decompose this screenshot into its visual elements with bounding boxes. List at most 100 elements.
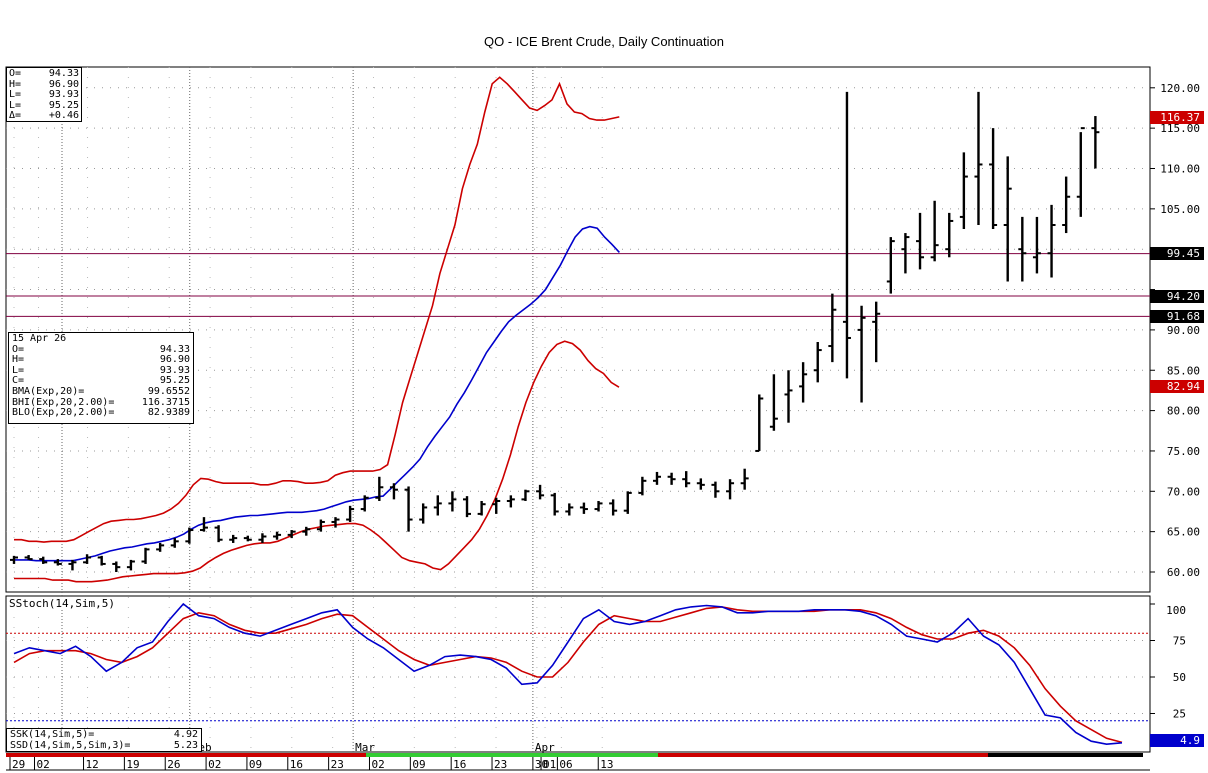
stoch-tag: 4.9	[1150, 734, 1204, 747]
ohlc-bar	[609, 499, 618, 516]
ohlc-bar	[506, 495, 515, 508]
ohlc-bar	[1032, 216, 1041, 274]
value-number: 5.23	[173, 739, 198, 751]
ohlc-bar	[974, 91, 983, 225]
middle-band-line	[14, 225, 620, 562]
price-tick-label: 75.00	[1167, 445, 1200, 458]
price-tick-label: 90.00	[1167, 324, 1200, 337]
ohlc-bar	[389, 483, 398, 500]
value-row: L= 95.25	[9, 99, 79, 112]
value-key: BHI(Exp,20,2.00)=	[12, 396, 115, 408]
ohlc-bar	[185, 527, 194, 544]
value-row: BHI(Exp,20,2.00)= 116.3715	[12, 396, 190, 409]
value-key: SSK(14,Sim,5)=	[10, 729, 95, 740]
price-tick-label: 110.00	[1160, 163, 1200, 176]
ohlc-bar	[83, 554, 92, 564]
value-key: O=	[9, 68, 22, 79]
ohlc-bar	[10, 555, 18, 564]
value-row: H= 96.90	[12, 355, 190, 366]
chart-title: QO - ICE Brent Crude, Daily Continuation	[484, 34, 724, 49]
axes: 60.00 65.00 70.00 75.00 80.00 85.00 90.00 105.0…	[1150, 82, 1200, 721]
ohlc-bar	[346, 505, 355, 522]
ohlc-bar	[579, 502, 588, 514]
value-number: 82.9389	[147, 407, 190, 419]
date-tick-label: 19	[126, 758, 139, 771]
ohlc-bar	[842, 91, 851, 379]
ohlc-bar	[565, 503, 574, 516]
ohlc-bar	[24, 555, 33, 561]
value-key: Δ=	[9, 110, 22, 122]
ohlc-bar	[126, 559, 135, 571]
stoch-tick-label: 100	[1166, 604, 1186, 617]
ohlc-bar	[287, 530, 296, 539]
ohlc-bar	[1018, 216, 1027, 282]
value-number: 93.93	[48, 89, 79, 101]
ohlc-bar	[273, 531, 282, 540]
value-row: L= 93.93	[12, 364, 190, 377]
ohlc-bar	[433, 495, 442, 516]
ohlc-bar	[258, 533, 267, 543]
ohlc-bar	[857, 305, 866, 403]
price-tick-label: 60.00	[1167, 566, 1200, 579]
date-tick-label: 02	[208, 758, 221, 771]
ohlc-bar	[901, 233, 910, 274]
stoch-values-box: SSK(14,Sim,5)= 4.92 SSD(14,Sim,5,Sim,3)= 5.…	[6, 728, 202, 752]
price-tag: 116.37	[1150, 110, 1204, 124]
value-row: O= 94.33	[9, 68, 79, 80]
value-row: SSD(14,Sim,5,Sim,3)= 5.23	[10, 739, 198, 752]
date-tick-label: 29	[12, 758, 25, 771]
ohlc-bar	[1091, 116, 1100, 169]
value-number: 93.93	[159, 364, 190, 376]
ohlc-bar	[740, 468, 749, 490]
date-tick-label: 23	[494, 758, 507, 771]
date-tick-label: 13	[600, 758, 613, 771]
ohlc-bar	[68, 559, 77, 571]
ohlc-bar	[755, 394, 764, 452]
data-window: 15 Apr 26 O= 94.33 H= 96.90 L= 93.93 C= 95.25 BMA…	[8, 332, 194, 424]
ohlc-bar	[1047, 204, 1056, 278]
ohlc-box: O= 94.33 H= 96.90 L= 93.93 L= 95.25 Δ= +0.46	[6, 67, 82, 122]
data-window-date: 15 Apr 26	[12, 333, 67, 344]
date-tick-label: 02	[371, 758, 384, 771]
ohlc-bar	[726, 479, 735, 500]
date-tick-label: 16	[453, 758, 466, 771]
month-bar-apr	[988, 753, 1143, 757]
ohlc-bar	[214, 525, 223, 543]
ohlc-bar	[623, 491, 632, 514]
price-tag: 99.45	[1150, 247, 1204, 261]
value-row: H= 96.90	[9, 78, 79, 91]
value-key: H=	[9, 78, 22, 90]
value-row: C= 95.25	[12, 376, 190, 387]
value-number: 4.92	[173, 729, 198, 740]
ohlc-bar	[536, 484, 545, 500]
month-bar-jan	[6, 753, 366, 757]
stoch-panel-frame	[5, 595, 1151, 753]
price-tick-label: 65.00	[1167, 526, 1200, 539]
ohlc-bar	[828, 293, 837, 363]
price-tick-label: 80.00	[1167, 405, 1200, 418]
stoch-tick-label: 50	[1173, 671, 1186, 684]
ohlc-bar	[784, 370, 793, 423]
ohlc-bar	[448, 491, 457, 512]
ohlc-bar	[477, 500, 486, 516]
ohlc-bar	[170, 538, 179, 548]
value-row: Δ= +0.46	[9, 111, 79, 122]
ohlc-bar	[199, 517, 208, 532]
price-tag: 82.94	[1150, 380, 1204, 394]
ohlc-bar	[1076, 127, 1085, 217]
value-number: 99.6552	[147, 385, 190, 397]
value-key: SSD(14,Sim,5,Sim,3)=	[10, 739, 131, 751]
ohlc-bar	[638, 476, 647, 496]
ohlc-bar	[53, 559, 62, 566]
ohlc-bar	[872, 301, 881, 363]
date-tick-label: 09	[249, 758, 262, 771]
price-tick-label: 70.00	[1167, 485, 1200, 498]
ohlc-bar	[594, 500, 603, 512]
value-key: L=	[9, 99, 22, 111]
ohlc-bar	[696, 478, 705, 490]
value-number: 95.25	[48, 99, 79, 111]
value-row: SSK(14,Sim,5)= 4.92	[10, 729, 198, 741]
ohlc-bar	[492, 497, 501, 514]
value-number: 96.90	[159, 354, 190, 366]
